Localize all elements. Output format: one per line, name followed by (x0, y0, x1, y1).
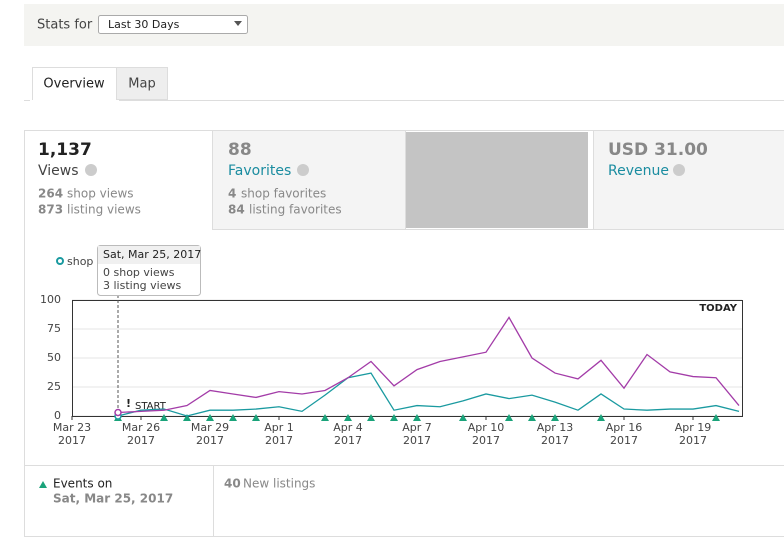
y-tick-label: 0 (54, 409, 61, 422)
tooltip-line: 0 shop views (103, 266, 175, 279)
tooltip-date: Sat, Mar 25, 2017 (103, 248, 201, 261)
x-tick-label: Mar 23 (53, 421, 91, 434)
tab-overview[interactable] (32, 67, 117, 102)
stats-label: Stats for (37, 18, 93, 33)
x-tick-label: Apr 16 (606, 421, 643, 434)
event-marker (505, 414, 513, 421)
x-tick-year: 2017 (265, 434, 293, 447)
event-marker (528, 414, 536, 421)
card-text: shop views (67, 187, 134, 201)
card-num: 4 (228, 187, 236, 201)
y-tick-label: 75 (47, 322, 61, 335)
x-tick-label: Apr 4 (333, 421, 363, 434)
event-marker (206, 414, 214, 421)
card-placeholder (406, 132, 588, 228)
event-marker (367, 414, 375, 421)
x-tick-year: 2017 (679, 434, 707, 447)
x-tick-year: 2017 (403, 434, 431, 447)
x-tick-year: 2017 (610, 434, 638, 447)
select-arrow (234, 21, 242, 26)
event-marker (183, 414, 191, 421)
x-tick-year: 2017 (58, 434, 86, 447)
card-label[interactable]: Favorites (228, 163, 291, 179)
event-marker (597, 414, 605, 421)
help-icon[interactable] (673, 164, 685, 176)
tab-map[interactable] (116, 67, 168, 100)
series-line (117, 372, 740, 417)
event-marker (712, 414, 720, 421)
card-label[interactable]: Revenue (608, 163, 669, 179)
x-tick-label: Apr 10 (468, 421, 505, 434)
tooltip-head (98, 246, 200, 264)
event-marker (321, 414, 329, 421)
card-num: 873 (38, 203, 63, 217)
help-icon[interactable] (85, 164, 97, 176)
tooltip-line: 3 listing views (103, 279, 181, 292)
card-text: listing favorites (249, 203, 342, 217)
tab-cover (30, 100, 119, 102)
event-marker (459, 414, 467, 421)
tab-label: Overview (43, 77, 105, 92)
x-tick-label: Apr 1 (264, 421, 294, 434)
card-value: USD 31.00 (608, 140, 708, 160)
y-tick-label: 100 (40, 293, 61, 306)
footer-date: Sat, Mar 25, 2017 (53, 492, 173, 506)
x-tick-label: Mar 26 (122, 421, 160, 434)
x-tick-year: 2017 (541, 434, 569, 447)
card-label: Views (38, 163, 79, 179)
card-text: shop favorites (241, 187, 326, 201)
hover-point (114, 408, 122, 417)
event-marker (344, 414, 352, 421)
x-tick-year: 2017 (196, 434, 224, 447)
help-icon[interactable] (297, 164, 309, 176)
card-num: 264 (38, 187, 63, 201)
footer-label: New listings (243, 477, 315, 491)
plot-frame (72, 300, 743, 417)
series-line (117, 316, 740, 414)
event-marker (413, 414, 421, 421)
card[interactable] (212, 130, 406, 230)
footer-count: 40 (224, 477, 241, 491)
event-marker (229, 414, 237, 421)
x-tick-year: 2017 (334, 434, 362, 447)
card-value: 1,137 (38, 140, 92, 160)
tab-label: Map (128, 77, 155, 92)
x-tick-label: Mar 29 (191, 421, 229, 434)
event-marker (551, 414, 559, 421)
x-tick-label: Apr 19 (675, 421, 712, 434)
legend-swatch (56, 257, 64, 265)
footer-title: Events on (53, 477, 112, 491)
x-tick-year: 2017 (127, 434, 155, 447)
start-mark: ! (126, 397, 131, 410)
card-num: 84 (228, 203, 245, 217)
event-marker (252, 414, 260, 421)
event-marker (160, 414, 168, 421)
start-label: START (135, 401, 167, 412)
y-tick-label: 50 (47, 351, 61, 364)
x-tick-label: Apr 13 (537, 421, 574, 434)
x-tick-label: Apr 7 (402, 421, 432, 434)
event-icon (39, 481, 47, 488)
range-value: Last 30 Days (108, 18, 180, 31)
card-text: listing views (67, 203, 141, 217)
event-marker (390, 414, 398, 421)
y-tick-label: 25 (47, 380, 61, 393)
today-label: TODAY (699, 303, 737, 314)
card-value: 88 (228, 140, 252, 160)
x-tick-year: 2017 (472, 434, 500, 447)
range-select[interactable] (98, 15, 248, 34)
